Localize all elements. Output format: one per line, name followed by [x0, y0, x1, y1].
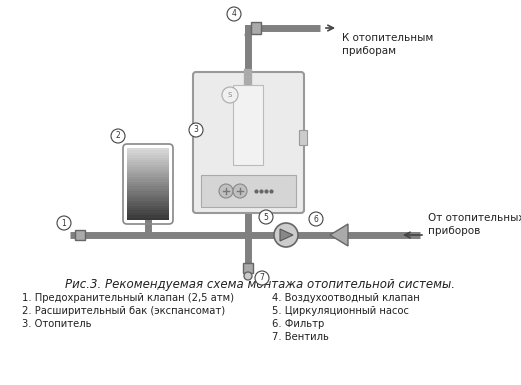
Bar [251, 22, 261, 34]
Text: 4: 4 [231, 10, 237, 18]
Text: 5. Циркуляционный насос: 5. Циркуляционный насос [272, 306, 409, 316]
Bar [127, 177, 169, 179]
Bar [127, 210, 169, 213]
Bar [201, 175, 296, 207]
Bar [127, 157, 169, 160]
Circle shape [309, 212, 323, 226]
Bar [127, 170, 169, 172]
Bar [127, 189, 169, 191]
Circle shape [189, 123, 203, 137]
Circle shape [233, 184, 247, 198]
Text: 1: 1 [61, 219, 66, 228]
Circle shape [57, 216, 71, 230]
Text: 2. Расширительный бак (экспансомат): 2. Расширительный бак (экспансомат) [22, 306, 225, 316]
FancyBboxPatch shape [193, 72, 304, 213]
Bar [127, 160, 169, 162]
Text: К отопительным
приборам: К отопительным приборам [342, 33, 433, 56]
Text: 2: 2 [116, 132, 120, 141]
Bar [127, 208, 169, 210]
Text: 3: 3 [194, 126, 199, 134]
Circle shape [255, 271, 269, 285]
Bar [299, 130, 307, 145]
Text: 1. Предохранительный клапан (2,5 атм): 1. Предохранительный клапан (2,5 атм) [22, 293, 234, 303]
Bar [127, 218, 169, 220]
Bar [127, 162, 169, 165]
Text: 3. Отопитель: 3. Отопитель [22, 319, 92, 329]
Bar [127, 151, 169, 153]
Bar [75, 230, 85, 240]
Text: S: S [228, 92, 232, 98]
Bar [127, 215, 169, 218]
Polygon shape [330, 224, 348, 246]
Polygon shape [280, 229, 293, 241]
Bar [127, 179, 169, 182]
Text: 6: 6 [314, 214, 318, 224]
Bar [127, 167, 169, 170]
Bar [243, 263, 253, 273]
Text: 7. Вентиль: 7. Вентиль [272, 332, 329, 342]
Circle shape [111, 129, 125, 143]
Bar [127, 201, 169, 203]
Bar [127, 148, 169, 151]
Text: 6. Фильтр: 6. Фильтр [272, 319, 324, 329]
Circle shape [259, 210, 273, 224]
Text: От отопительных
приборов: От отопительных приборов [428, 213, 521, 236]
Bar [127, 203, 169, 206]
Bar [127, 196, 169, 198]
Bar [127, 172, 169, 174]
Bar [127, 206, 169, 208]
Text: 5: 5 [264, 213, 268, 221]
Text: 7: 7 [259, 273, 265, 283]
Text: 4. Воздухоотводный клапан: 4. Воздухоотводный клапан [272, 293, 420, 303]
Circle shape [222, 87, 238, 103]
Circle shape [219, 184, 233, 198]
Text: Рис.3. Рекомендуемая схема монтажа отопительной системы.: Рис.3. Рекомендуемая схема монтажа отопи… [65, 278, 455, 291]
Bar [127, 213, 169, 215]
Circle shape [244, 272, 252, 280]
Bar [233, 85, 263, 165]
Circle shape [227, 7, 241, 21]
Bar [127, 174, 169, 177]
Bar [127, 186, 169, 189]
Bar [127, 191, 169, 194]
Circle shape [274, 223, 298, 247]
Bar [127, 194, 169, 196]
Bar [127, 184, 169, 186]
Bar [127, 198, 169, 201]
Bar [127, 155, 169, 157]
Bar [127, 165, 169, 167]
Bar [127, 182, 169, 184]
Bar [127, 153, 169, 155]
